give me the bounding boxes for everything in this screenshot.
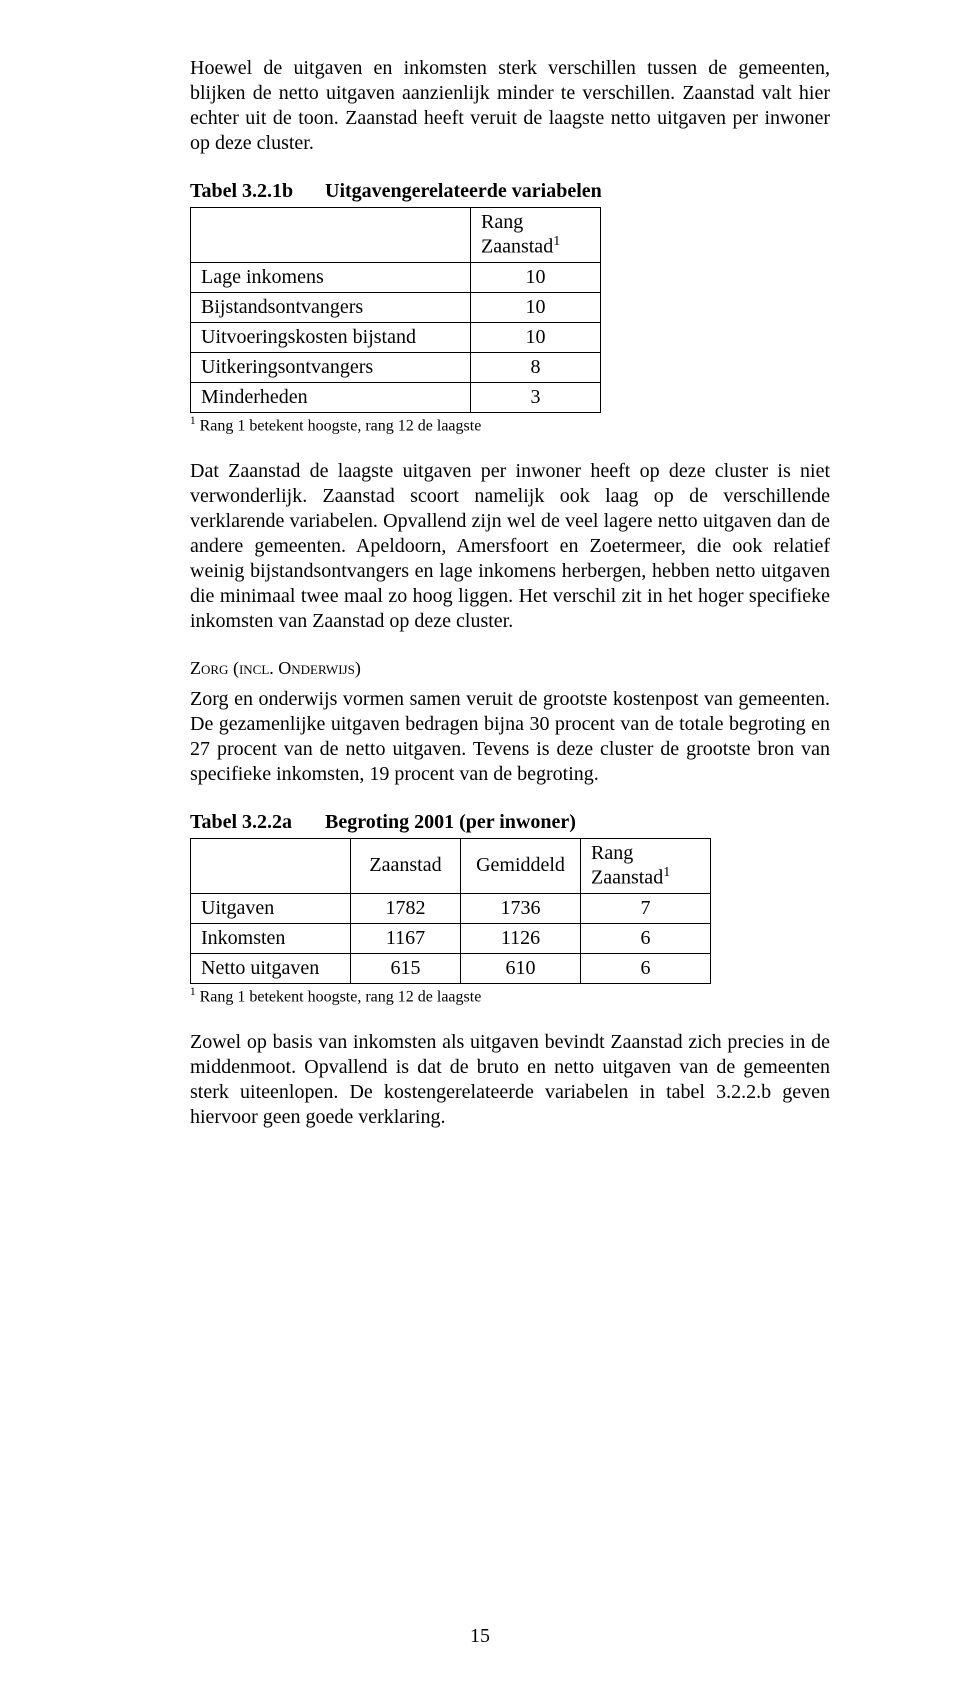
table2-header-rang: Rang Zaanstad1 xyxy=(581,838,711,893)
table2-row-label: Inkomsten xyxy=(191,923,351,953)
section-heading-sub: incl. Onderwijs xyxy=(239,658,355,678)
table-row: Netto uitgaven6156106 xyxy=(191,953,711,983)
paragraph-1: Hoewel de uitgaven en inkomsten sterk ve… xyxy=(190,56,830,156)
paragraph-3: Zorg en onderwijs vormen samen veruit de… xyxy=(190,687,830,787)
table1: Rang Zaanstad1 Lage inkomens10Bijstandso… xyxy=(190,207,601,413)
table-row: Minderheden3 xyxy=(191,382,601,412)
table1-row-value: 3 xyxy=(471,382,601,412)
table2-row-c3: 6 xyxy=(581,953,711,983)
table2-caption-title: Begroting 2001 (per inwoner) xyxy=(325,811,576,833)
table1-header-sup: 1 xyxy=(553,234,560,249)
table1-footnote-text: Rang 1 betekent hoogste, rang 12 de laag… xyxy=(196,417,482,434)
table2-row-c2: 1126 xyxy=(461,923,581,953)
paragraph-2: Dat Zaanstad de laagste uitgaven per inw… xyxy=(190,459,830,634)
table1-caption: Tabel 3.2.1b Uitgavengerelateerde variab… xyxy=(190,180,830,203)
table2-row-c1: 1782 xyxy=(351,893,461,923)
table2-caption: Tabel 3.2.2a Begroting 2001 (per inwoner… xyxy=(190,811,830,834)
page: Hoewel de uitgaven en inkomsten sterk ve… xyxy=(0,0,960,1688)
table1-row-label: Uitkeringsontvangers xyxy=(191,352,471,382)
table1-header-line2: Zaanstad xyxy=(481,236,553,258)
table2-row-c2: 610 xyxy=(461,953,581,983)
table2-footnote: 1 Rang 1 betekent hoogste, rang 12 de la… xyxy=(190,986,830,1006)
table1-row-value: 8 xyxy=(471,352,601,382)
table1-row-label: Uitvoeringskosten bijstand xyxy=(191,322,471,352)
table1-row-label: Minderheden xyxy=(191,382,471,412)
table-row: Inkomsten116711266 xyxy=(191,923,711,953)
table1-row-value: 10 xyxy=(471,292,601,322)
table2-header-sup: 1 xyxy=(663,865,670,880)
table1-row-value: 10 xyxy=(471,322,601,352)
table2-row-label: Uitgaven xyxy=(191,893,351,923)
table2-row-c2: 1736 xyxy=(461,893,581,923)
section-heading-zorg: Zorg (incl. Onderwijs) xyxy=(190,658,830,679)
table2-header-rang-line1: Rang xyxy=(591,842,633,864)
table2-row-c1: 615 xyxy=(351,953,461,983)
table-row: Uitkeringsontvangers8 xyxy=(191,352,601,382)
table2-row-label: Netto uitgaven xyxy=(191,953,351,983)
table1-header-line1: Rang xyxy=(481,211,523,233)
table1-caption-title: Uitgavengerelateerde variabelen xyxy=(325,180,602,202)
table2-caption-label: Tabel 3.2.2a xyxy=(190,811,320,834)
table2-header-zaanstad: Zaanstad xyxy=(351,838,461,893)
section-heading-close: ) xyxy=(355,658,361,678)
table2-header-empty xyxy=(191,838,351,893)
table2-header-gemiddeld: Gemiddeld xyxy=(461,838,581,893)
table1-row-label: Lage inkomens xyxy=(191,262,471,292)
table2-footnote-text: Rang 1 betekent hoogste, rang 12 de laag… xyxy=(196,988,482,1005)
table-row: Lage inkomens10 xyxy=(191,262,601,292)
table1-row-label: Bijstandsontvangers xyxy=(191,292,471,322)
table-row: Uitvoeringskosten bijstand10 xyxy=(191,322,601,352)
table-row: Uitgaven178217367 xyxy=(191,893,711,923)
table2-header-rang-line2: Zaanstad xyxy=(591,867,663,889)
table1-row-value: 10 xyxy=(471,262,601,292)
table1-header-rang: Rang Zaanstad1 xyxy=(471,208,601,263)
table1-caption-label: Tabel 3.2.1b xyxy=(190,180,320,203)
table1-header-empty xyxy=(191,208,471,263)
table2-row-c3: 6 xyxy=(581,923,711,953)
table2-row-c3: 7 xyxy=(581,893,711,923)
page-number: 15 xyxy=(0,1625,960,1648)
table2-row-c1: 1167 xyxy=(351,923,461,953)
section-heading-main: Zorg ( xyxy=(190,658,239,678)
paragraph-4: Zowel op basis van inkomsten als uitgave… xyxy=(190,1030,830,1130)
table1-footnote: 1 Rang 1 betekent hoogste, rang 12 de la… xyxy=(190,415,830,435)
table2: Zaanstad Gemiddeld Rang Zaanstad1 Uitgav… xyxy=(190,838,711,984)
table-row: Bijstandsontvangers10 xyxy=(191,292,601,322)
